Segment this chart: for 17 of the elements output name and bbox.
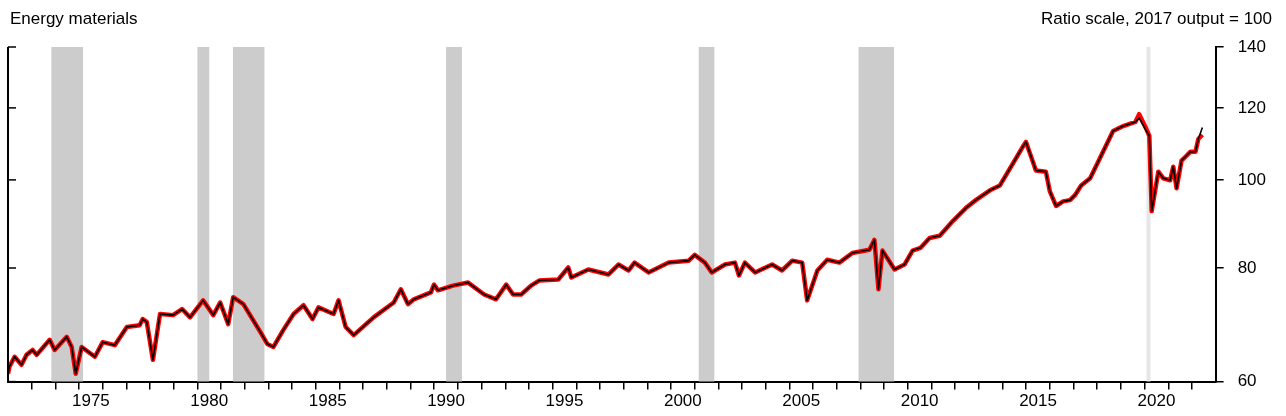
x-tick-label: 1995 xyxy=(545,391,584,411)
x-tick-label: 1990 xyxy=(427,391,465,411)
y-tick-label: 60 xyxy=(1237,371,1257,391)
y-tick-label: 140 xyxy=(1237,36,1267,56)
x-tick-label: 1980 xyxy=(190,391,229,411)
x-tick-label: 1985 xyxy=(308,391,347,411)
chart-title: Energy materials xyxy=(10,9,138,28)
y-axis-title: Ratio scale, 2017 output = 100 xyxy=(1040,9,1272,28)
y-tick-label: 100 xyxy=(1237,169,1267,189)
y-tick-label: 120 xyxy=(1237,97,1267,117)
x-tick-label: 2015 xyxy=(1019,391,1057,411)
x-tick-label: 2005 xyxy=(782,391,821,411)
x-tick-label: 2010 xyxy=(900,391,939,411)
x-tick-label: 1975 xyxy=(71,391,110,411)
y-tick-label: 80 xyxy=(1237,257,1257,277)
x-tick-label: 2000 xyxy=(663,391,702,411)
x-tick-label: 2020 xyxy=(1137,391,1176,411)
